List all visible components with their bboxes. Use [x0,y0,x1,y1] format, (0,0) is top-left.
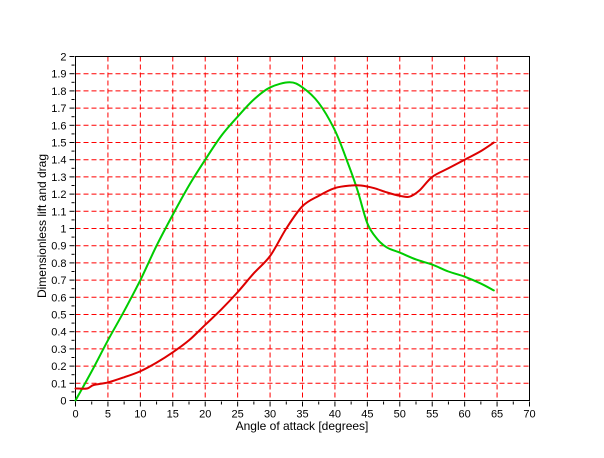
y-tick-label: 0.1 [51,378,66,390]
x-axis-title: Angle of attack [degrees] [235,419,369,433]
y-tick-label: 0.2 [51,361,66,373]
y-tick-label: 1.7 [51,103,66,115]
y-tick-label: 1.8 [51,86,66,98]
x-tick-label: 55 [426,409,438,421]
y-tick-label: 1.3 [51,172,66,184]
plot-frame [75,56,530,401]
x-tick-label: 35 [296,409,308,421]
y-tick-label: 0.4 [51,327,66,339]
y-tick-label: 1.9 [51,69,66,81]
y-tick-label: 0 [60,396,66,408]
x-tick-label: 0 [72,409,78,421]
lift-curve [74,81,495,402]
y-tick-label: 0.5 [51,310,66,322]
y-tick-label: 0.9 [51,241,66,253]
x-tick-label: 45 [361,409,373,421]
y-axis-title: Dimensionless lift and drag [35,153,49,299]
y-tick-label: 1.5 [51,138,66,150]
y-tick-label: 1.4 [51,155,66,167]
x-tick-label: 40 [329,409,341,421]
drag-curve [74,141,495,390]
x-tick-label: 60 [459,409,471,421]
x-tick-label: 25 [232,409,244,421]
x-tick-label: 15 [167,409,179,421]
y-tick-label: 1 [60,224,66,236]
x-tick-label: 5 [105,409,111,421]
y-tick-label: 1.2 [51,189,66,201]
y-tick-label: 0.6 [51,292,66,304]
y-tick-label: 1.1 [51,206,66,218]
x-tick-label: 70 [523,409,535,421]
x-tick-label: 10 [134,409,146,421]
x-tick-label: 50 [394,409,406,421]
x-tick-label: 20 [199,409,211,421]
x-tick-label: 30 [264,409,276,421]
y-tick-label: 2 [60,52,66,64]
y-tick-label: 0.7 [51,275,66,287]
y-tick-label: 0.3 [51,344,66,356]
y-tick-label: 0.8 [51,258,66,270]
y-tick-label: 1.6 [51,120,66,132]
x-tick-label: 65 [491,409,503,421]
